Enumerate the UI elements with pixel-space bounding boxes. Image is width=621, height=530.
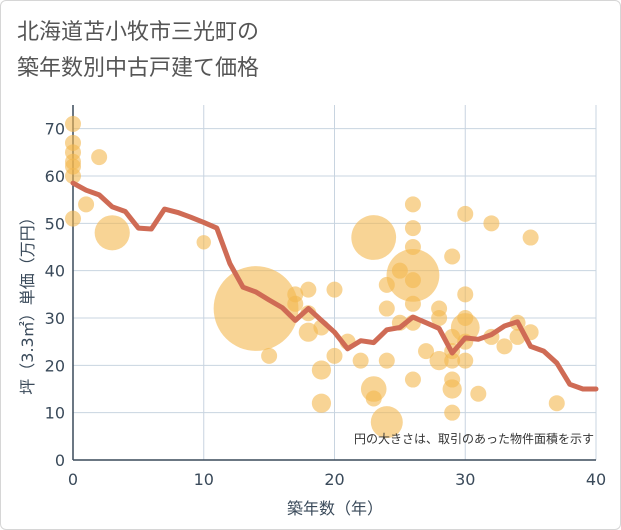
- bubble-point-7: [78, 196, 95, 213]
- bubble-point-24: [352, 352, 369, 369]
- chart-title-line-1: 北海道苫小牧市三光町の: [17, 20, 260, 45]
- y-tick-label-1: 10: [45, 404, 65, 423]
- bubble-point-59: [470, 385, 487, 402]
- tick-labels: 0 10 20 30 40 50 60 70 0 10 20 30 40: [45, 120, 607, 489]
- x-tick-label-0: 0: [68, 470, 78, 489]
- bubble-point-67: [548, 395, 565, 412]
- bubble-point-27: [365, 390, 382, 407]
- bubble-point-44: [431, 310, 448, 326]
- chart-title-line-2: 築年数別中古戸建て価格: [17, 56, 260, 81]
- x-tick-label-1: 10: [194, 470, 214, 489]
- bubble-point-41: [404, 371, 421, 388]
- bubble-point-29: [378, 300, 395, 317]
- bubble-point-62: [496, 338, 513, 355]
- y-tick-label-5: 50: [45, 214, 65, 233]
- y-tick-label-0: 0: [55, 451, 65, 470]
- bubble-point-12: [261, 347, 278, 364]
- bubble-point-45: [429, 351, 449, 371]
- bubble-point-35: [404, 220, 421, 237]
- y-tick-label-6: 60: [45, 167, 65, 186]
- y-tick-label-3: 30: [45, 309, 65, 328]
- bubble-point-0: [65, 115, 81, 132]
- bubble-point-8: [91, 149, 108, 166]
- y-tick-label-2: 20: [45, 356, 65, 375]
- bubble-point-19: [311, 360, 332, 380]
- x-tick-label-2: 20: [324, 470, 344, 489]
- bubble-point-56: [450, 313, 480, 342]
- bubble-point-65: [522, 229, 539, 246]
- size-note: 円の大きさは、取引のあった物件面積を示す: [354, 431, 594, 446]
- bubble-point-39: [404, 295, 421, 312]
- bubble-point-5: [65, 168, 81, 184]
- y-tick-label-7: 70: [45, 120, 65, 139]
- bubble-point-49: [444, 352, 461, 369]
- trend-line: [70, 180, 599, 392]
- bubble-point-52: [444, 404, 461, 421]
- y-axis-label: 坪（3.3㎡）単価（万円）: [18, 209, 37, 394]
- bubble-point-22: [326, 347, 343, 364]
- bubble-point-10: [196, 235, 211, 250]
- bubble-point-54: [457, 286, 474, 303]
- bubble-point-60: [483, 215, 500, 232]
- bubble-layer: [65, 115, 565, 439]
- bubble-point-30: [378, 352, 395, 369]
- bubble-point-9: [94, 215, 130, 251]
- bubble-point-11: [213, 266, 299, 351]
- bubble-point-20: [311, 393, 332, 413]
- bubble-point-46: [444, 248, 461, 265]
- x-tick-label-3: 30: [455, 470, 475, 489]
- bubble-point-34: [404, 196, 421, 213]
- bubble-point-38: [404, 272, 421, 289]
- y-tick-label-4: 40: [45, 262, 65, 281]
- x-axis-label: 築年数（年）: [287, 499, 383, 518]
- bubble-point-21: [326, 281, 343, 298]
- bubble-point-58: [457, 352, 474, 369]
- bubble-point-25: [351, 215, 397, 260]
- chart-title: 北海道苫小牧市三光町の 築年数別中古戸建て価格: [17, 15, 259, 87]
- bubble-point-17: [298, 322, 318, 342]
- bubble-point-42: [418, 343, 435, 360]
- bubble-point-51: [442, 379, 462, 399]
- bubble-point-53: [457, 205, 474, 222]
- x-tick-label-4: 40: [586, 470, 606, 489]
- bubble-point-6: [65, 210, 81, 227]
- bubble-point-15: [300, 281, 317, 298]
- bubble-point-31: [370, 406, 403, 439]
- bubble-point-14: [287, 295, 304, 312]
